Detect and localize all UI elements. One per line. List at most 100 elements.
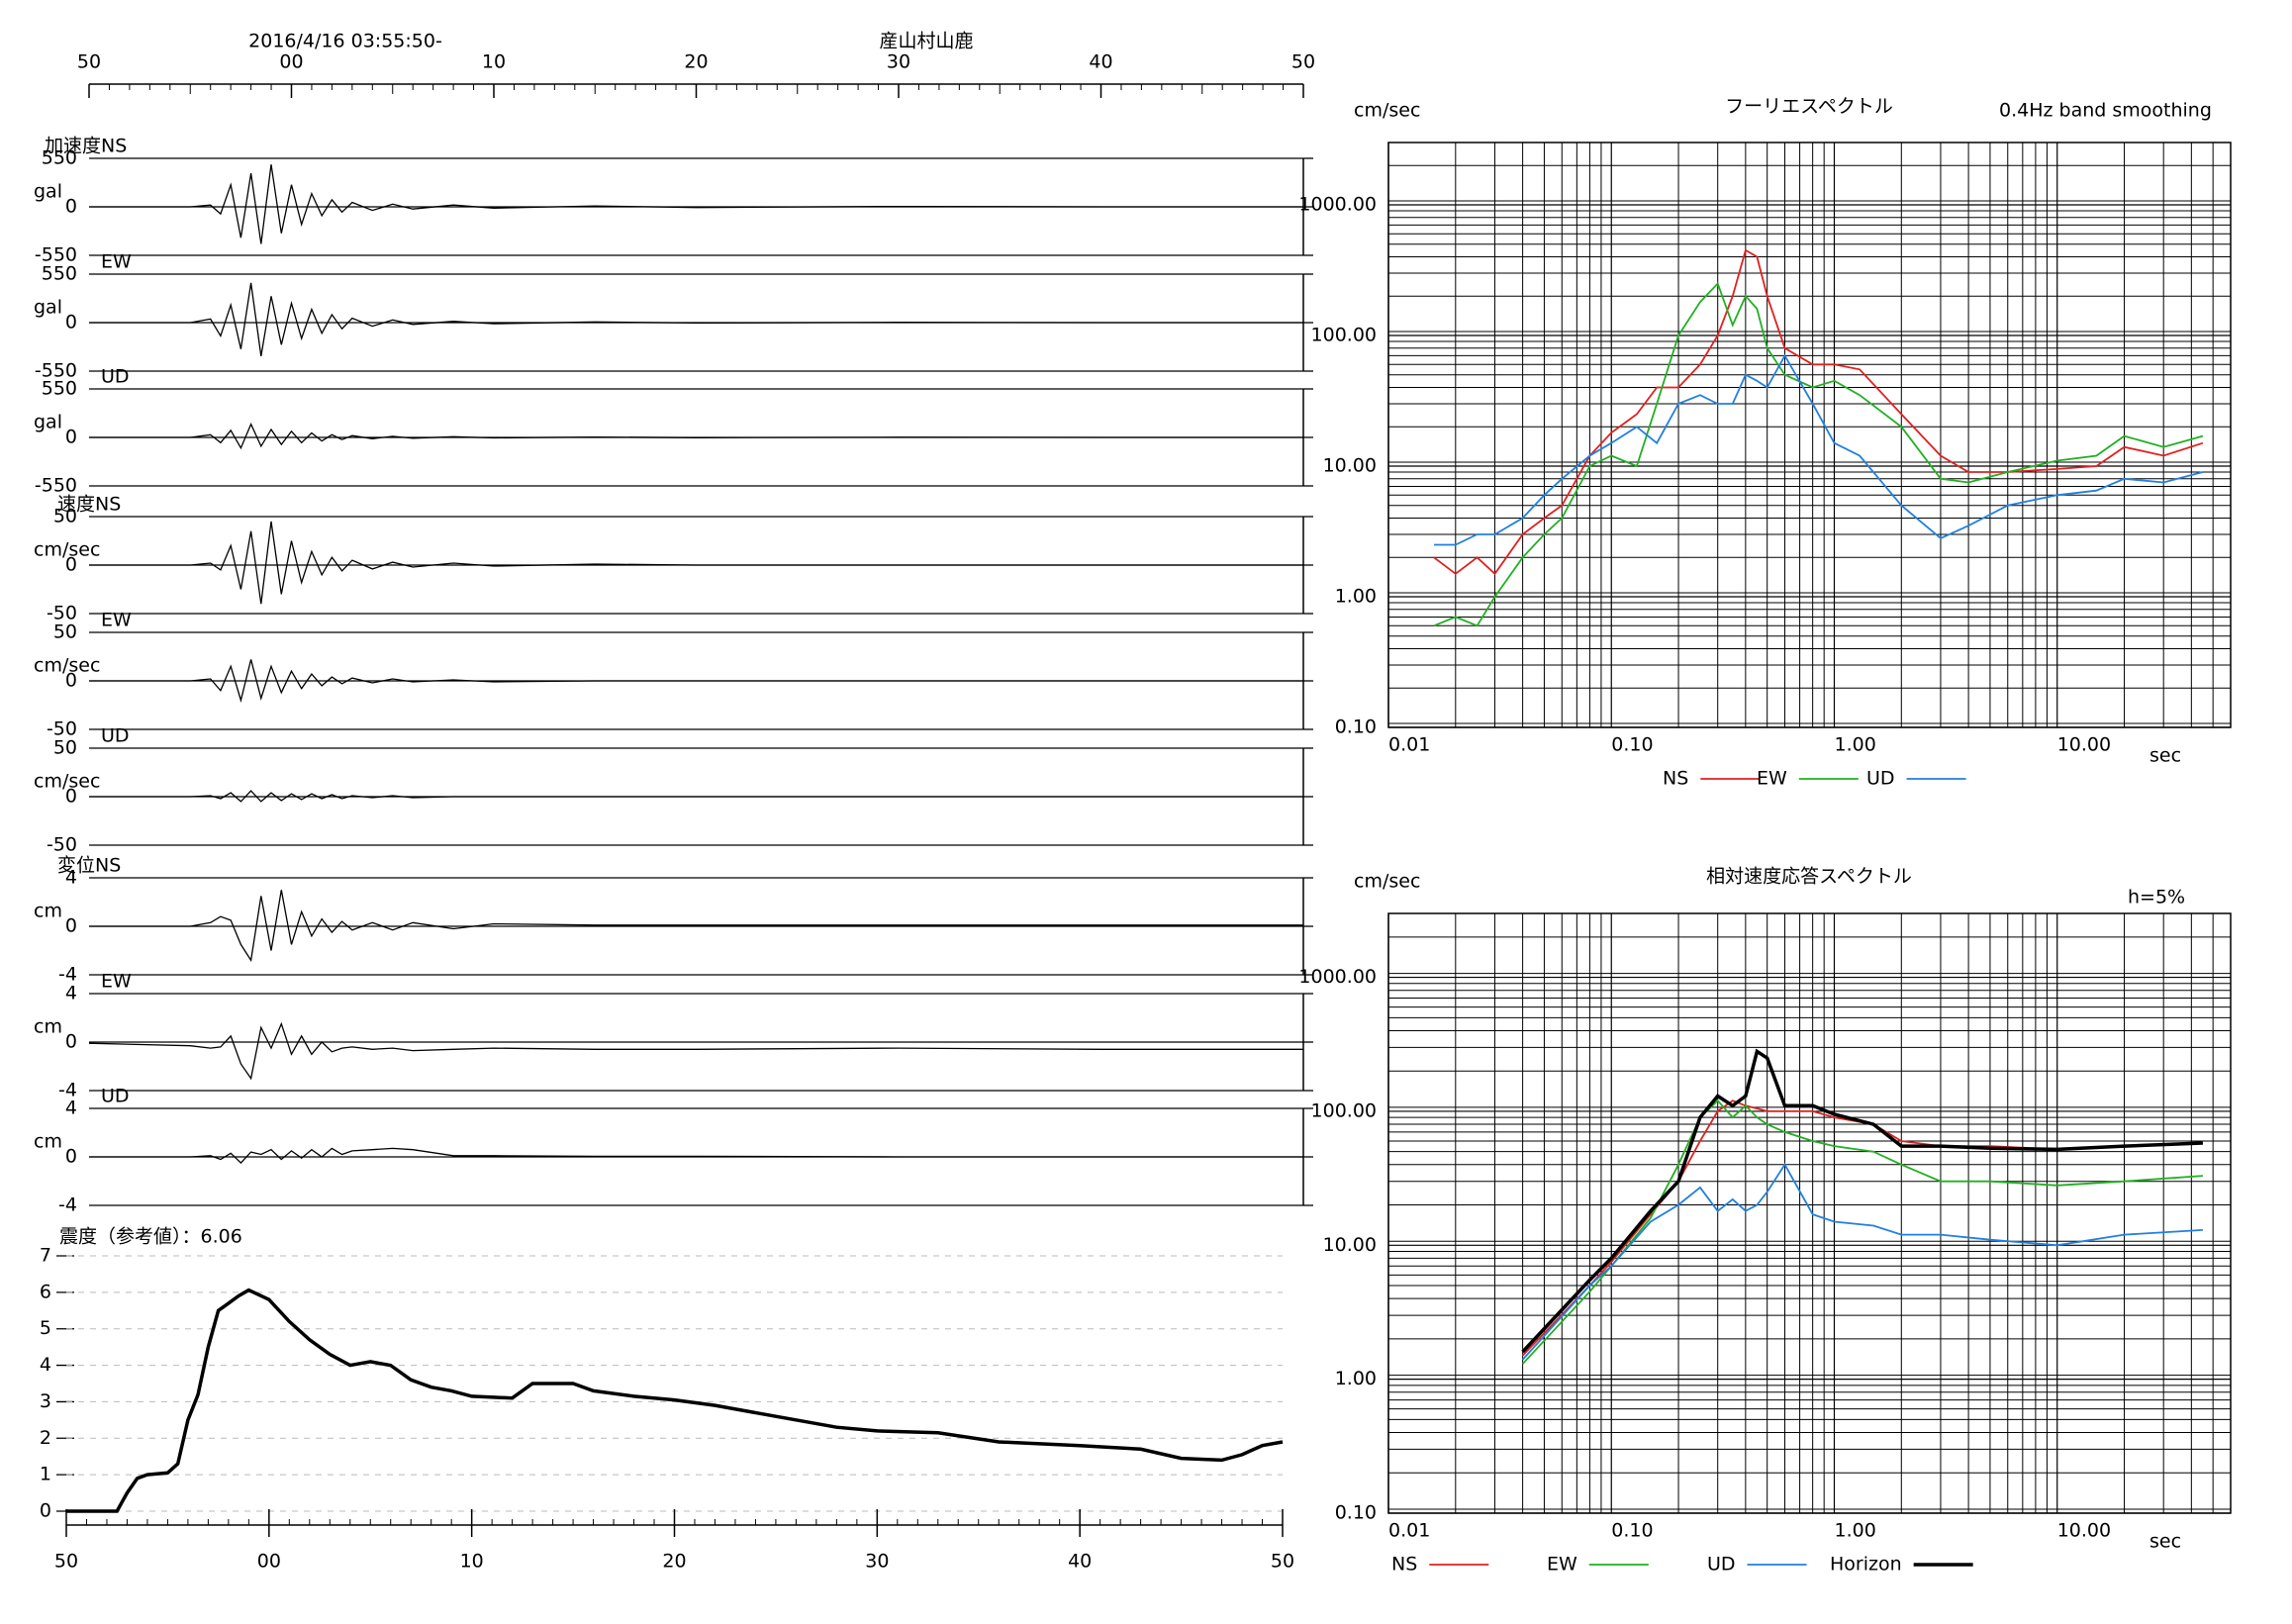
y-tick-label: 0 xyxy=(65,312,77,334)
x-tick-label: 0.10 xyxy=(1611,1520,1653,1542)
waveform xyxy=(89,521,1303,605)
legend-label: UD xyxy=(1866,768,1895,790)
panel-name: UD xyxy=(101,366,130,388)
y-tick-label: 7 xyxy=(40,1245,51,1267)
waveform xyxy=(89,659,1303,704)
y-tick-label: 550 xyxy=(42,147,77,169)
x-tick-label: 40 xyxy=(1068,1551,1092,1573)
panel-unit: cm/sec xyxy=(34,539,100,561)
chart-title: フーリエスペクトル xyxy=(1725,96,1893,118)
legend-label: NS xyxy=(1391,1554,1417,1576)
x-axis-label: sec xyxy=(2149,745,2181,767)
panel-unit: gal xyxy=(34,297,62,319)
spectrum-line xyxy=(1433,281,2204,627)
y-tick-label: -550 xyxy=(35,244,77,266)
x-tick-label: 30 xyxy=(887,51,910,73)
y-tick-label: 550 xyxy=(42,263,77,285)
legend-label: Horizon xyxy=(1830,1554,1902,1576)
x-tick-label: 50 xyxy=(1271,1551,1294,1573)
y-tick-label: 0 xyxy=(65,670,77,692)
spectrum-line xyxy=(1434,353,2204,546)
panel-unit: gal xyxy=(34,412,62,433)
y-tick-label: 2 xyxy=(40,1427,51,1449)
panel-unit: cm/sec xyxy=(34,771,100,793)
panel-name: 変位NS xyxy=(57,855,121,877)
y-tick-label: 0 xyxy=(65,786,77,808)
y-tick-label: 50 xyxy=(53,621,77,643)
y-tick-label: 3 xyxy=(40,1390,51,1412)
panel-unit: cm/sec xyxy=(34,655,100,677)
x-tick-label: 50 xyxy=(77,51,101,73)
y-tick-label: -550 xyxy=(35,360,77,382)
y-tick-label: -4 xyxy=(58,1194,77,1216)
y-tick-label: 0 xyxy=(65,1146,77,1168)
x-tick-label: 40 xyxy=(1089,51,1112,73)
x-tick-label: 30 xyxy=(865,1551,889,1573)
legend-label: EW xyxy=(1547,1554,1577,1576)
panel-unit: cm xyxy=(34,901,62,922)
panel-name: 加速度NS xyxy=(45,136,127,157)
x-tick-label: 10.00 xyxy=(2057,734,2111,756)
y-tick-label: 10.00 xyxy=(1323,454,1377,476)
waveform xyxy=(89,1147,1303,1165)
panel-name: 速度NS xyxy=(57,494,121,516)
waveform xyxy=(89,164,1303,244)
y-tick-label: 100.00 xyxy=(1311,1099,1377,1121)
x-tick-label: 00 xyxy=(257,1551,281,1573)
y-tick-label: -50 xyxy=(47,718,77,740)
chart-title: 相対速度応答スペクトル xyxy=(1706,866,1912,888)
chart-subtitle: 0.4Hz band smoothing xyxy=(1999,100,2212,122)
y-tick-label: -550 xyxy=(35,475,77,497)
y-tick-label: 1.00 xyxy=(1335,1368,1377,1389)
waveform xyxy=(89,890,1303,963)
chart-title: 震度（参考値）：6.06 xyxy=(59,1226,242,1248)
y-tick-label: 0 xyxy=(40,1500,51,1522)
spectrum-line xyxy=(1521,1163,2203,1361)
legend-label: EW xyxy=(1757,768,1787,790)
waveform xyxy=(88,1021,1303,1081)
y-tick-label: 1000.00 xyxy=(1298,193,1377,215)
x-tick-label: 50 xyxy=(1291,51,1315,73)
y-tick-label: -50 xyxy=(47,834,77,856)
x-tick-label: 1.00 xyxy=(1834,734,1875,756)
x-tick-label: 10 xyxy=(482,51,506,73)
panel-unit: gal xyxy=(34,181,62,203)
panel-name: EW xyxy=(101,971,132,993)
x-tick-label: 10 xyxy=(460,1551,484,1573)
x-tick-label: 00 xyxy=(279,51,303,73)
panel-name: UD xyxy=(101,725,130,747)
x-tick-label: 20 xyxy=(684,51,708,73)
y-tick-label: 4 xyxy=(65,1098,77,1119)
y-tick-label: 0.10 xyxy=(1335,1502,1377,1524)
y-tick-label: 0.10 xyxy=(1335,716,1377,738)
y-tick-label: 1 xyxy=(40,1464,51,1485)
x-tick-label: 0.01 xyxy=(1388,734,1430,756)
spectrum-line xyxy=(1521,1048,2203,1354)
x-tick-label: 0.01 xyxy=(1388,1520,1430,1542)
y-axis-label: cm/sec xyxy=(1354,100,1420,122)
y-tick-label: 550 xyxy=(42,378,77,400)
y-tick-label: 50 xyxy=(53,506,77,527)
y-tick-label: 1000.00 xyxy=(1298,966,1377,988)
y-tick-label: 50 xyxy=(53,737,77,759)
waveform xyxy=(89,422,1303,450)
intensity-line xyxy=(66,1288,1284,1513)
y-tick-label: 100.00 xyxy=(1311,324,1377,345)
y-tick-label: -4 xyxy=(58,964,77,986)
subtitle: 2016/4/16 03:55:50- xyxy=(248,31,442,52)
y-tick-label: 5 xyxy=(40,1317,51,1339)
y-tick-label: 10.00 xyxy=(1323,1234,1377,1256)
waveform xyxy=(89,790,1303,803)
y-tick-label: 1.00 xyxy=(1335,585,1377,607)
y-tick-label: 0 xyxy=(65,554,77,576)
waveform xyxy=(89,282,1303,357)
x-axis-label: sec xyxy=(2149,1531,2181,1553)
plot-frame xyxy=(1387,142,2232,728)
x-tick-label: 1.00 xyxy=(1834,1520,1875,1542)
y-axis-label: cm/sec xyxy=(1354,871,1420,893)
legend-label: UD xyxy=(1707,1554,1736,1576)
x-tick-label: 10.00 xyxy=(2057,1520,2111,1542)
panel-unit: cm xyxy=(34,1131,62,1153)
